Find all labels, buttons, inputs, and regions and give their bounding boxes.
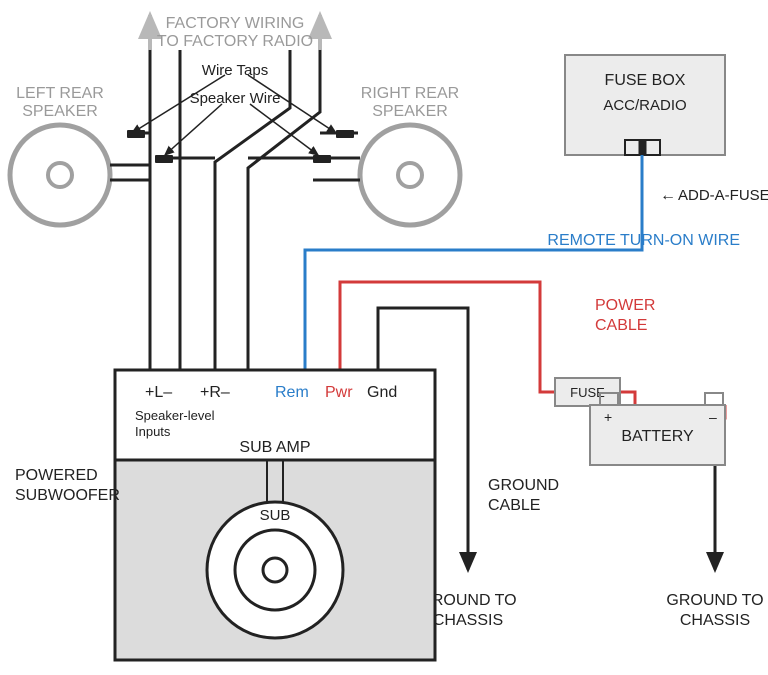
ground-cable-label: GROUND: [488, 477, 559, 494]
powered-sub-label: POWERED: [15, 467, 98, 484]
terminal-r: +R–: [200, 384, 230, 401]
factory-wiring-label: FACTORY WIRING: [166, 15, 305, 32]
speaker-level-label: Speaker-level: [135, 408, 215, 423]
fuse-box-label: FUSE BOX: [605, 72, 686, 89]
add-a-fuse-label: ADD-A-FUSE: [678, 187, 768, 204]
svg-text:Inputs: Inputs: [135, 424, 171, 439]
right-speaker-label: RIGHT REAR: [361, 85, 459, 102]
svg-text:SPEAKER: SPEAKER: [22, 103, 98, 120]
svg-text:CABLE: CABLE: [595, 317, 647, 334]
wire-taps-label: Wire Taps: [202, 62, 268, 79]
left-speaker-label: LEFT REAR: [16, 85, 104, 102]
speaker-wire-label: Speaker Wire: [190, 90, 281, 107]
terminal-l: +L–: [145, 384, 172, 401]
sub-label: SUB: [260, 507, 291, 524]
svg-text:SUBWOOFER: SUBWOOFER: [15, 487, 120, 504]
terminal-pwr: Pwr: [325, 384, 353, 401]
svg-text:TO FACTORY RADIO: TO FACTORY RADIO: [157, 33, 313, 50]
remote-turn-on-label: REMOTE TURN-ON WIRE: [547, 232, 740, 249]
wiring-diagram: FACTORY WIRINGTO FACTORY RADIOLEFT REARS…: [0, 0, 768, 675]
svg-text:←: ←: [660, 187, 676, 204]
svg-text:CHASSIS: CHASSIS: [680, 612, 750, 629]
power-cable-label: POWER: [595, 297, 655, 314]
acc-radio-label: ACC/RADIO: [603, 97, 686, 114]
svg-text:SPEAKER: SPEAKER: [372, 103, 448, 120]
svg-text:+: +: [604, 409, 612, 425]
terminal-rem: Rem: [275, 384, 309, 401]
ground-chassis-label-2: GROUND TO: [666, 592, 763, 609]
svg-text:–: –: [709, 409, 717, 425]
battery-label: BATTERY: [621, 428, 694, 445]
svg-text:CHASSIS: CHASSIS: [433, 612, 503, 629]
terminal-gnd: Gnd: [367, 384, 397, 401]
svg-text:CABLE: CABLE: [488, 497, 540, 514]
sub-amp-label: SUB AMP: [239, 439, 310, 456]
